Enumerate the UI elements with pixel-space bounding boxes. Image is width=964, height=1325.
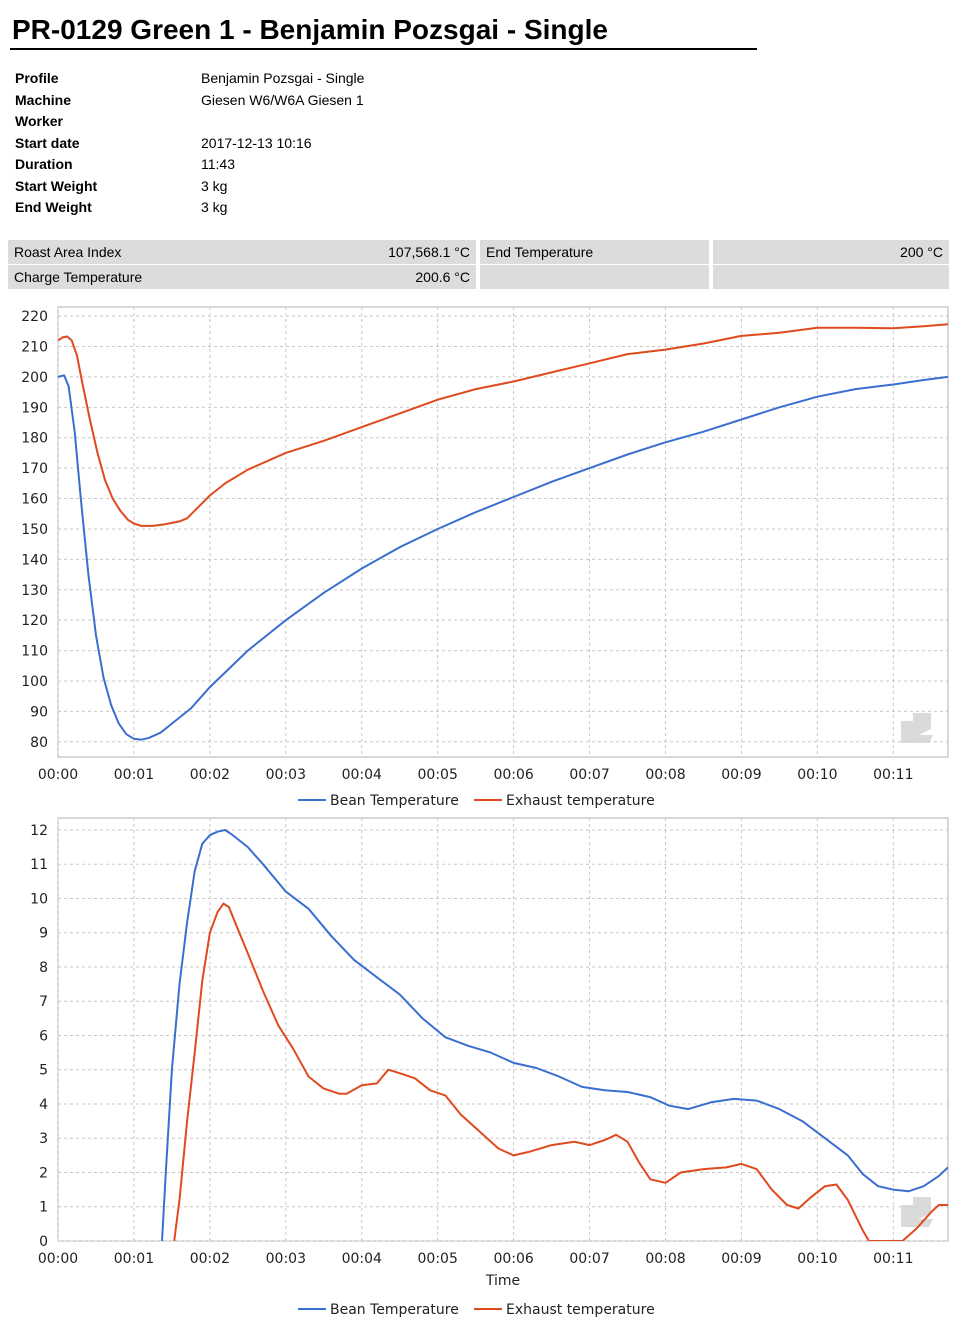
- charge-temperature-label: Charge Temperature: [8, 265, 247, 289]
- x-tick-label: 00:08: [645, 767, 685, 783]
- x-axis-label: Time: [485, 1273, 520, 1289]
- y-tick-label: 120: [21, 613, 48, 629]
- x-tick-label: 00:09: [721, 767, 761, 783]
- x-tick-label: 00:11: [873, 1251, 913, 1267]
- x-tick-label: 00:11: [873, 767, 913, 783]
- meta-value-profile: Benjamin Pozsgai - Single: [201, 70, 365, 86]
- meta-key-end-weight: End Weight: [15, 199, 92, 215]
- series-line-exhaust-temperature: [173, 902, 948, 1241]
- meta-key-worker: Worker: [15, 113, 63, 129]
- x-tick-label: 00:07: [569, 1251, 609, 1267]
- plot-area: [57, 817, 949, 1242]
- x-tick-label: 00:08: [645, 1251, 685, 1267]
- meta-key-start-weight: Start Weight: [15, 177, 98, 194]
- y-tick-label: 1: [39, 1200, 48, 1216]
- x-tick-label: 00:09: [721, 1251, 761, 1267]
- y-tick-label: 10: [30, 891, 48, 907]
- meta-key-start-date: Start date: [15, 134, 80, 151]
- meta-key-profile: Profile: [15, 70, 59, 86]
- y-tick-label: 80: [30, 735, 48, 751]
- stats-row-2: Charge Temperature 200.6 °C: [8, 265, 950, 290]
- meta-value-start-date: 2017-12-13 10:16: [201, 134, 312, 151]
- roast-stats-table: Roast Area Index 107,568.1 °C End Temper…: [8, 240, 950, 290]
- title-underline: [10, 48, 757, 50]
- x-tick-label: 00:01: [114, 767, 154, 783]
- y-tick-label: 110: [21, 644, 48, 660]
- y-tick-label: 220: [21, 309, 48, 325]
- series-line-bean-temperature: [58, 374, 948, 741]
- x-tick-label: 00:03: [266, 1251, 306, 1267]
- x-tick-label: 00:02: [190, 1251, 230, 1267]
- y-tick-label: 11: [30, 857, 48, 873]
- y-tick-label: 170: [21, 461, 48, 477]
- legend-label: Exhaust temperature: [506, 793, 655, 809]
- y-tick-label: 7: [39, 994, 48, 1010]
- temperature-chart: 80 90 100 110 120 130 140 150 160 170 180 190 200 210…: [21, 306, 949, 809]
- y-tick-label: 180: [21, 431, 48, 447]
- meta-value-end-weight: 3 kg: [201, 199, 228, 215]
- x-tick-label: 00:10: [797, 1251, 837, 1267]
- plot-area: [57, 306, 949, 758]
- x-tick-label: 00:07: [569, 767, 609, 783]
- y-tick-label: 0: [39, 1234, 48, 1250]
- y-tick-label: 9: [39, 926, 48, 942]
- y-tick-label: 130: [21, 583, 48, 599]
- y-tick-label: 200: [21, 370, 48, 386]
- stats-gap: [476, 240, 480, 265]
- x-tick-label: 00:04: [342, 767, 382, 783]
- meta-value-duration: 11:43: [201, 156, 235, 172]
- x-tick-label: 00:05: [418, 1251, 458, 1267]
- y-tick-label: 150: [21, 522, 48, 538]
- series-line-exhaust-temperature: [58, 323, 948, 527]
- stats-empty-label: [480, 265, 710, 289]
- roaster-logo-icon: [901, 713, 933, 743]
- meta-value-machine: Giesen W6/W6A Giesen 1: [201, 91, 364, 108]
- x-tick-label: 00:01: [114, 1251, 154, 1267]
- y-tick-label: 90: [30, 704, 48, 720]
- y-tick-label: 100: [21, 674, 48, 690]
- x-tick-label: 00:00: [38, 767, 78, 783]
- legend-label: Bean Temperature: [330, 1302, 459, 1318]
- stats-empty-value: [713, 265, 950, 289]
- roast-area-index-label: Roast Area Index: [8, 240, 247, 264]
- x-tick-label: 00:04: [342, 1251, 382, 1267]
- legend-label: Bean Temperature: [330, 793, 459, 809]
- y-tick-label: 140: [21, 552, 48, 568]
- x-tick-label: 00:00: [38, 1251, 78, 1267]
- meta-value-start-weight: 3 kg: [201, 177, 228, 194]
- x-tick-label: 00:02: [190, 767, 230, 783]
- x-tick-label: 00:05: [418, 767, 458, 783]
- y-tick-label: 6: [39, 1028, 48, 1044]
- x-tick-label: 00:06: [493, 1251, 533, 1267]
- chart-legend: Bean Temperature Exhaust temperature: [298, 793, 655, 809]
- stats-row-1: Roast Area Index 107,568.1 °C End Temper…: [8, 240, 950, 265]
- y-tick-label: 160: [21, 492, 48, 508]
- meta-key-machine: Machine: [15, 91, 72, 108]
- logo-shape: [901, 713, 933, 743]
- end-temperature-value: 200 °C: [713, 240, 950, 264]
- y-tick-label: 210: [21, 340, 48, 356]
- charge-temperature-value: 200.6 °C: [246, 265, 477, 289]
- roast-area-index-value: 107,568.1 °C: [246, 240, 477, 264]
- y-tick-label: 3: [39, 1131, 48, 1147]
- y-tick-label: 5: [39, 1063, 48, 1079]
- y-tick-label: 8: [39, 960, 48, 976]
- y-tick-label: 4: [39, 1097, 48, 1113]
- meta-key-duration: Duration: [15, 156, 73, 172]
- stats-gap: [476, 265, 480, 290]
- end-temperature-label: End Temperature: [480, 240, 710, 264]
- x-tick-label: 00:10: [797, 767, 837, 783]
- y-tick-label: 12: [30, 823, 48, 839]
- legend-label: Exhaust temperature: [506, 1302, 655, 1318]
- y-tick-label: 190: [21, 400, 48, 416]
- chart-legend: Bean Temperature Exhaust temperature: [298, 1302, 655, 1318]
- x-tick-label: 00:06: [493, 767, 533, 783]
- y-tick-label: 2: [39, 1165, 48, 1181]
- series-line-bean-temperature: [161, 829, 948, 1241]
- report-title: PR-0129 Green 1 - Benjamin Pozsgai - Sin…: [12, 14, 608, 45]
- x-tick-label: 00:03: [266, 767, 306, 783]
